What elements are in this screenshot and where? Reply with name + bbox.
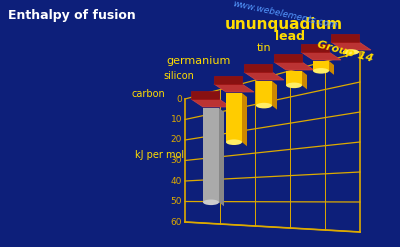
Text: Enthalpy of fusion: Enthalpy of fusion	[8, 9, 136, 22]
Polygon shape	[244, 72, 284, 80]
Ellipse shape	[313, 68, 329, 74]
Polygon shape	[244, 64, 272, 72]
Ellipse shape	[286, 82, 302, 88]
Polygon shape	[191, 91, 219, 99]
Polygon shape	[286, 71, 302, 85]
Ellipse shape	[343, 49, 359, 55]
Text: lead: lead	[275, 30, 305, 43]
Text: 60: 60	[170, 218, 182, 226]
Polygon shape	[191, 99, 231, 107]
Polygon shape	[329, 61, 334, 75]
Polygon shape	[256, 81, 272, 106]
Text: 20: 20	[171, 136, 182, 144]
Polygon shape	[301, 52, 341, 60]
Text: 10: 10	[170, 115, 182, 124]
Text: www.webelements.com: www.webelements.com	[232, 0, 338, 31]
Polygon shape	[359, 51, 364, 56]
Text: 40: 40	[171, 177, 182, 185]
Polygon shape	[343, 51, 359, 52]
Polygon shape	[214, 84, 254, 92]
Polygon shape	[302, 71, 307, 89]
Polygon shape	[274, 62, 314, 70]
Text: carbon: carbon	[131, 89, 165, 99]
Text: silicon: silicon	[163, 71, 194, 81]
Text: 30: 30	[170, 156, 182, 165]
Polygon shape	[301, 44, 329, 52]
Text: ununquadium: ununquadium	[225, 17, 343, 32]
Polygon shape	[226, 93, 242, 142]
Ellipse shape	[256, 103, 272, 108]
Text: tin: tin	[256, 43, 271, 53]
Polygon shape	[242, 93, 247, 146]
Ellipse shape	[226, 139, 242, 145]
Text: germanium: germanium	[167, 56, 231, 66]
Text: kJ per mol: kJ per mol	[136, 150, 184, 161]
Text: Group 14: Group 14	[316, 40, 374, 64]
Polygon shape	[219, 108, 224, 206]
Polygon shape	[274, 54, 302, 62]
Polygon shape	[331, 42, 371, 50]
Polygon shape	[331, 34, 359, 42]
Polygon shape	[203, 108, 219, 202]
Ellipse shape	[203, 200, 219, 205]
Polygon shape	[313, 61, 329, 71]
Polygon shape	[214, 76, 242, 84]
Text: 50: 50	[170, 197, 182, 206]
Polygon shape	[185, 52, 360, 232]
Text: 0: 0	[176, 95, 182, 103]
Polygon shape	[272, 81, 277, 110]
